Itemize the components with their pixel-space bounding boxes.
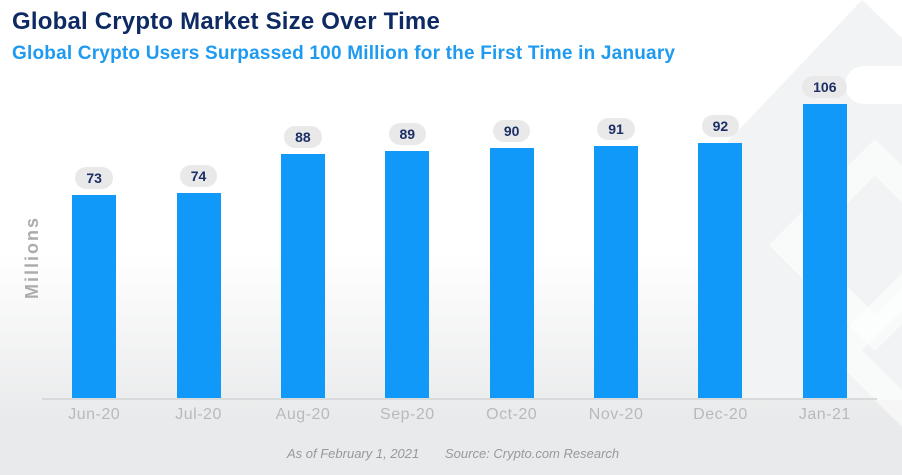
as-of-note: As of February 1, 2021: [287, 446, 420, 461]
bar: [489, 148, 534, 398]
x-axis-tick-label: Sep-20: [380, 406, 435, 423]
x-axis-tick-label: Oct-20: [486, 406, 538, 423]
x-axis-tick-label: Dec-20: [693, 406, 748, 423]
bar-value-pill: 106: [802, 76, 848, 98]
bar-column: 92: [668, 64, 772, 398]
x-axis-tick-label: Jan-21: [798, 406, 851, 423]
bar: [385, 151, 430, 398]
bar-column: 74: [146, 64, 250, 398]
source-note: Source: Crypto.com Research: [445, 446, 620, 461]
bar-value-pill: 92: [701, 115, 740, 137]
plot-area: 73 74 88 89 90 91 92 106: [42, 64, 877, 400]
bar-value-pill: 91: [597, 118, 635, 140]
bar-column: 91: [564, 64, 668, 398]
x-axis-tick-label: Jul-20: [175, 406, 222, 423]
bar: [280, 154, 325, 398]
bar-value-pill: 74: [179, 165, 218, 187]
chart-header: Global Crypto Market Size Over Time Glob…: [12, 8, 675, 65]
bar: [698, 143, 743, 398]
x-axis-labels: Jun-20 Jul-20 Aug-20 Sep-20 Oct-20 Nov-20 Dec-…: [42, 406, 877, 424]
bar-value-pill: 90: [492, 120, 531, 142]
bar: [176, 193, 221, 398]
x-axis-tick-label: Nov-20: [588, 406, 644, 423]
bar-column: 88: [251, 64, 355, 398]
x-axis-tick-label: Aug-20: [275, 406, 331, 423]
bar: [594, 146, 639, 398]
bar-column: 73: [42, 64, 146, 398]
y-axis-label: Millions: [22, 216, 42, 300]
bar-column: 90: [460, 64, 564, 398]
bar-series: 73 74 88 89 90 91 92 106: [42, 64, 877, 398]
bar-value-pill: 88: [284, 126, 322, 148]
page-subtitle: Global Crypto Users Surpassed 100 Millio…: [12, 43, 676, 64]
watermark-white-notch: [845, 66, 902, 104]
bar: [72, 195, 117, 398]
bar-column: 89: [355, 64, 459, 398]
bar: [802, 104, 847, 398]
bar-column: 106: [773, 64, 877, 398]
x-axis-tick-label: Jun-20: [68, 406, 121, 423]
page-title: Global Crypto Market Size Over Time: [12, 8, 441, 35]
bar-value-pill: 73: [75, 167, 113, 189]
bar-value-pill: 89: [388, 123, 427, 145]
